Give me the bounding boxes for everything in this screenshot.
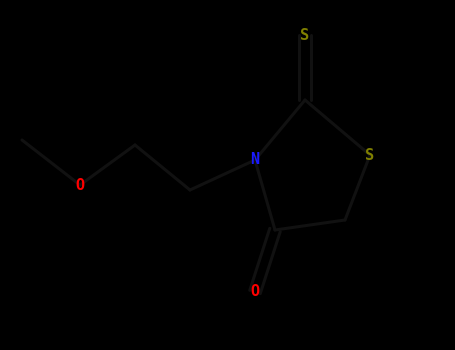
Text: S: S (300, 28, 309, 42)
Text: O: O (250, 285, 259, 300)
Text: O: O (76, 177, 85, 192)
Text: S: S (365, 147, 374, 162)
Text: N: N (250, 153, 259, 168)
